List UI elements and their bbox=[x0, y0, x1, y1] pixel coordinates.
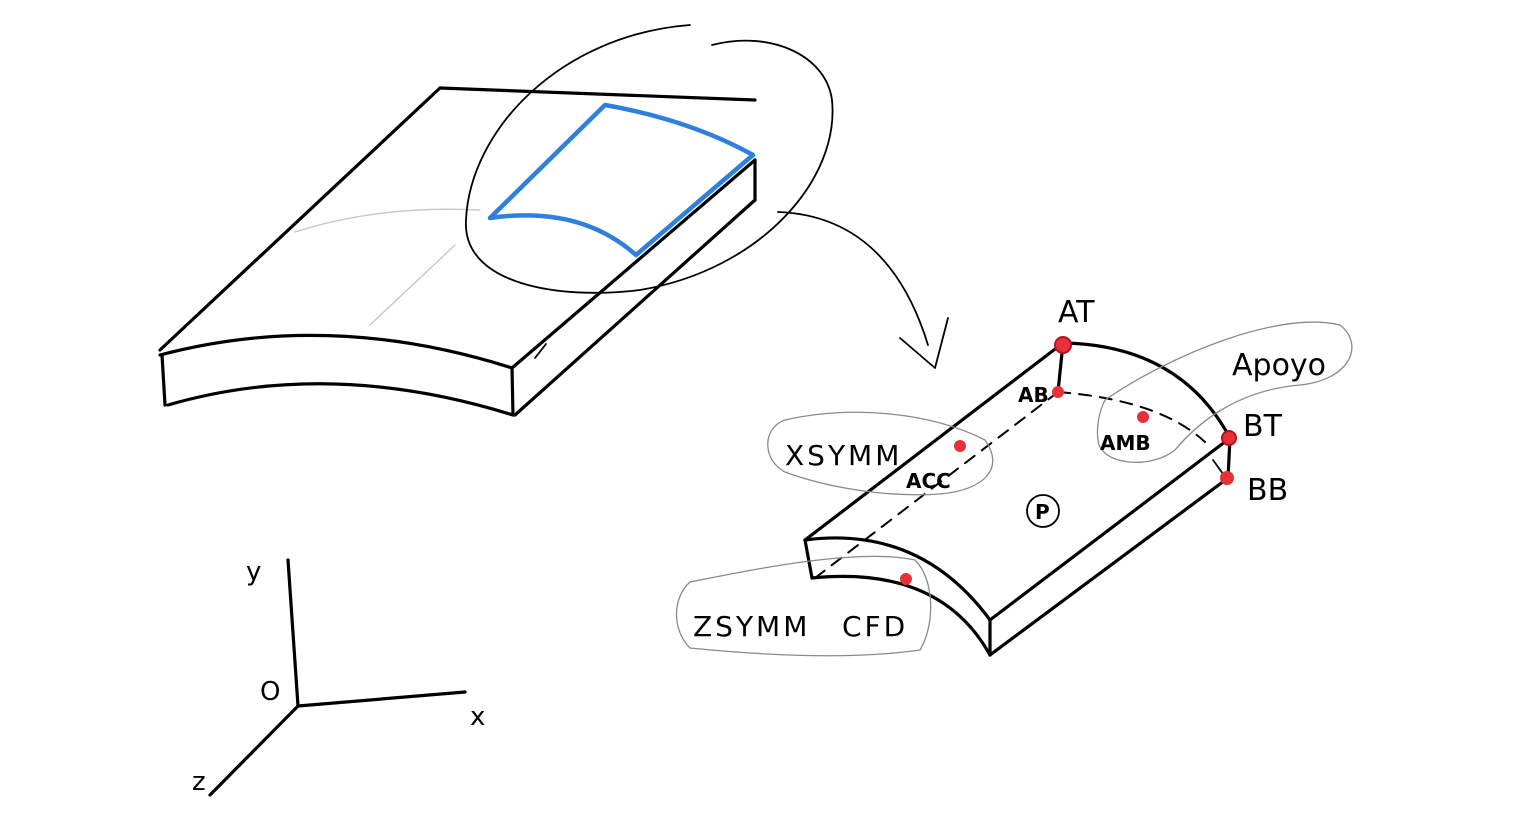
apoyo-blob bbox=[1096, 321, 1353, 463]
axis-label-x: x bbox=[470, 702, 485, 732]
zoom-arrow-head bbox=[899, 317, 949, 369]
plate-top-front-edge bbox=[158, 333, 514, 370]
point-ab bbox=[1052, 386, 1064, 398]
plate-top-back-edge bbox=[438, 86, 757, 102]
point-at bbox=[1054, 336, 1072, 354]
axis-label-y: y bbox=[246, 557, 261, 587]
point-bb bbox=[1220, 471, 1234, 485]
model-right-edge bbox=[988, 436, 1232, 622]
y-axis bbox=[286, 558, 300, 708]
label-cfd: CFD bbox=[842, 610, 908, 643]
label-bb: BB bbox=[1247, 473, 1288, 508]
plate-front-left-vertical bbox=[160, 353, 167, 407]
plate-front-right-vertical bbox=[510, 366, 515, 417]
hidden-line-top bbox=[1057, 391, 1206, 443]
pressure-circle bbox=[1026, 494, 1060, 528]
model-front-left-vertical bbox=[803, 538, 814, 580]
zsymm-blob bbox=[675, 555, 932, 657]
axis-label-origin: O bbox=[260, 677, 280, 707]
model-right-face-bottom bbox=[988, 476, 1230, 657]
label-xsymm: XSYMM bbox=[785, 439, 902, 472]
model-front-top-arc bbox=[803, 536, 992, 622]
x-axis bbox=[296, 690, 467, 708]
xsymm-blob bbox=[767, 411, 994, 496]
zoom-ellipse bbox=[465, 24, 834, 294]
zoom-arrow bbox=[777, 211, 929, 346]
axis-label-z: z bbox=[192, 767, 206, 797]
plate-right-face-bottom bbox=[513, 198, 757, 417]
point-cfd bbox=[900, 573, 912, 585]
model-top-left-edge bbox=[803, 341, 1065, 542]
model-top-arc bbox=[1061, 341, 1232, 440]
hidden-line-left bbox=[814, 391, 1059, 579]
model-front-bottom bbox=[810, 574, 992, 657]
label-amb: AMB bbox=[1100, 431, 1151, 455]
label-apoyo: Apoyo bbox=[1232, 348, 1326, 383]
quarter-model bbox=[675, 321, 1353, 657]
point-bt bbox=[1221, 430, 1237, 446]
point-amb bbox=[1137, 411, 1149, 423]
plate-front-bottom bbox=[166, 382, 515, 417]
label-at: AT bbox=[1058, 295, 1095, 330]
full-plate bbox=[158, 86, 757, 417]
plate-midline bbox=[294, 208, 481, 233]
label-acc: ACC bbox=[906, 469, 951, 493]
point-acc bbox=[954, 440, 966, 452]
label-zsymm: ZSYMM bbox=[693, 610, 810, 643]
z-axis bbox=[208, 704, 300, 797]
plate-midline-2 bbox=[369, 244, 456, 326]
label-ab: AB bbox=[1018, 383, 1049, 407]
plate-right-edge bbox=[510, 158, 757, 370]
selected-region bbox=[487, 102, 756, 258]
plate-top-left-edge bbox=[158, 86, 442, 352]
label-p: P bbox=[1035, 500, 1050, 524]
plate-tick bbox=[534, 343, 547, 359]
label-bt: BT bbox=[1243, 409, 1283, 444]
coordinate-axes bbox=[208, 558, 467, 797]
